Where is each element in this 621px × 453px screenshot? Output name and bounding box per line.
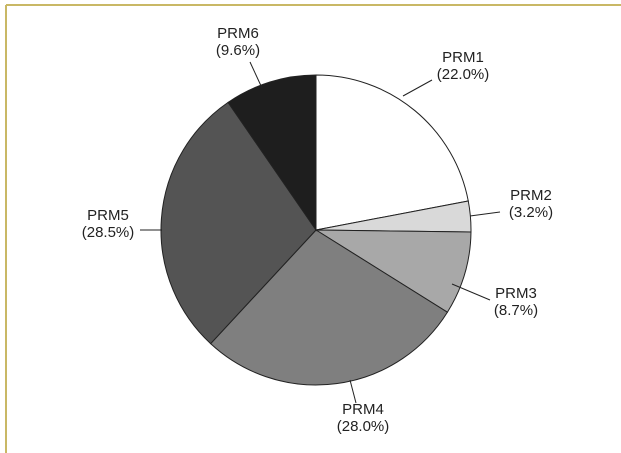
slice-name: PRM4 [342,401,384,418]
leader-line [451,283,491,301]
slice-value-label: (8.7%) [494,302,538,319]
slice-value-label: (28.5%) [82,224,135,241]
leader-line [469,211,501,217]
slice-value-label: (22.0%) [437,66,490,83]
slice-name: PRM6 [217,25,259,42]
slice-name: PRM5 [87,207,129,224]
leader-line [249,61,263,89]
slice-value-label: (28.0%) [337,418,390,435]
slice-value-label: (3.2%) [509,204,553,221]
pie-slice [160,101,317,345]
pie-slice [315,74,469,231]
pie-slice [209,229,449,386]
slice-value-label: (9.6%) [216,42,260,59]
leader-line [402,79,433,97]
slice-name: PRM1 [442,49,484,66]
slice-name: PRM2 [510,187,552,204]
pie-slice [227,74,317,232]
slice-name: PRM3 [495,285,537,302]
leader-line [349,379,357,404]
pie-slice [314,229,472,313]
